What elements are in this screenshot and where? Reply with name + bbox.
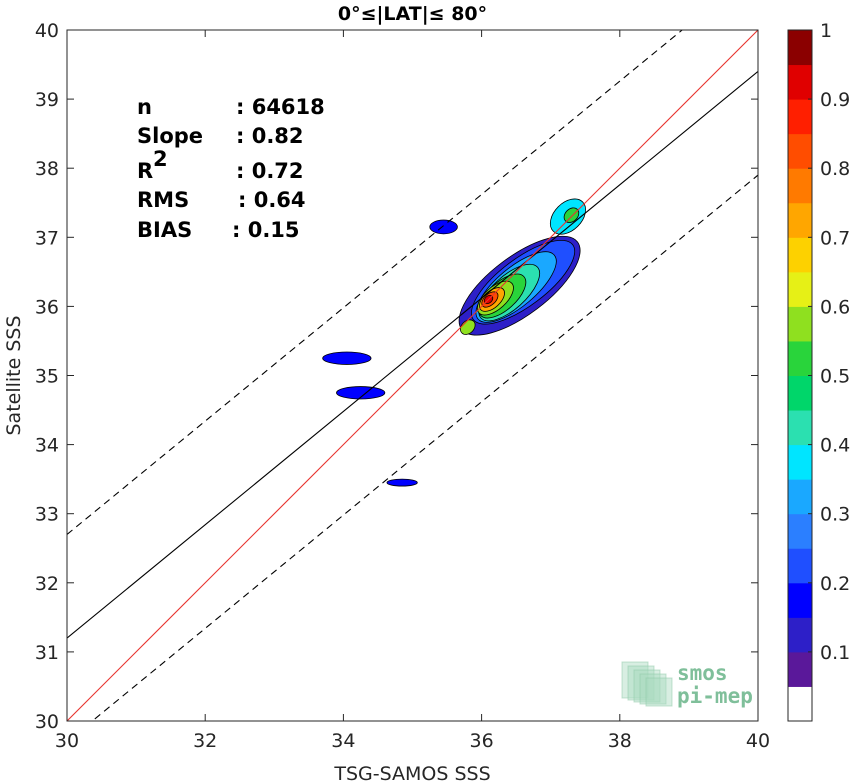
y-tick-label-5: 35 [35,366,59,388]
y-tick-label-3: 33 [35,504,59,526]
colorbar-segment-18 [788,64,812,100]
y-tick-label-2: 32 [35,573,59,595]
colorbar-segment-2 [788,617,812,653]
logo-mark-layer-3 [639,673,667,705]
colorbar-segment-12 [788,271,812,307]
identity-line [67,30,758,721]
colorbar-tick-label-4: 0.5 [820,366,850,388]
density-contour-10 [563,207,580,223]
colorbar-segment-17 [788,99,812,135]
colorbar-segment-9 [788,375,812,411]
colorbar-segment-15 [788,168,812,204]
y-tick-label-1: 31 [35,642,59,664]
y-tick-label-8: 38 [35,158,59,180]
x-tick-label-4: 38 [608,730,632,752]
colorbar-tick-label-9: 1 [820,20,832,42]
x-tick-label-5: 40 [746,730,770,752]
colorbar-segment-0 [788,686,812,722]
stats-box: n : 64618 Slope : 0.82 R 2 : 0.72 RMS : 0.64 BIAS… [137,95,325,242]
density-contour-13 [322,351,372,365]
y-tick-label-6: 36 [35,296,59,318]
stat-value-0: : 64618 [236,95,325,119]
upper-bound-line [67,30,684,535]
colorbar-segment-19 [788,30,812,66]
stat-label-2: R [137,159,153,183]
logo-mark-layer-4 [645,677,673,707]
y-tick-label-7: 37 [35,227,59,249]
reference-lines [67,30,758,721]
y-tick-label-10: 40 [35,20,59,42]
stat-label-1: Slope [137,124,203,148]
logo-mark-layer-0 [621,661,649,699]
colorbar-segment-13 [788,237,812,273]
colorbar-segment-1 [788,651,812,687]
stat-value-3: : 0.64 [238,188,306,212]
stat-value-1: : 0.82 [236,124,304,148]
stat-value-2: : 0.72 [236,159,304,183]
colorbar-segment-14 [788,202,812,238]
regression-line [67,71,758,639]
chart-title: 0°≤|LAT|≤ 80° [338,3,487,25]
density-contour-12 [429,219,458,235]
density-contour-15 [386,478,418,487]
x-axis-label: TSG-SAMOS SSS [333,763,490,784]
colorbar-segment-10 [788,340,812,376]
y-tick-label-4: 34 [35,435,59,457]
density-contour-14 [336,386,386,400]
x-tick-label-0: 30 [55,730,79,752]
colorbar-segment-6 [788,479,812,515]
stat-label-3: RMS [137,188,189,212]
lower-bound-line [91,174,758,721]
colorbar-segment-7 [788,444,812,480]
colorbar-segment-8 [788,410,812,446]
logo-text-line2: pi-mep [677,684,753,708]
colorbar-segment-11 [788,306,812,342]
colorbar-segment-3 [788,582,812,618]
colorbar-tick-label-1: 0.2 [820,573,850,595]
colorbar-tick-label-6: 0.7 [820,227,850,249]
y-axis-label: Satellite SSS [3,315,25,435]
stat-superscript-2: 2 [153,147,168,171]
colorbar-tick-label-7: 0.8 [820,158,850,180]
stat-label-4: BIAS [137,218,192,242]
colorbar-tick-label-5: 0.6 [820,296,850,318]
colorbar-tick-label-2: 0.3 [820,504,850,526]
colorbar: 0.1 0.2 0.3 0.4 0.5 0.6 0.7 0.8 0.9 1 [787,20,850,722]
y-tick-label-0: 30 [35,711,59,733]
stat-label-0: n [137,95,152,119]
stat-value-4: : 0.15 [232,218,300,242]
logo-text-line1: smos [677,661,728,685]
x-tick-label-1: 32 [193,730,217,752]
colorbar-segment-4 [788,548,812,584]
logo-mark-layer-2 [633,669,661,703]
x-tick-label-3: 36 [470,730,494,752]
colorbar-segment-5 [788,513,812,549]
colorbar-tick-label-3: 0.4 [820,435,850,457]
colorbar-segment-16 [788,133,812,169]
logo-mark-layer-1 [627,665,655,701]
colorbar-tick-label-8: 0.9 [820,89,850,111]
x-tick-label-2: 34 [331,730,355,752]
colorbar-tick-label-0: 0.1 [820,642,850,664]
y-tick-label-9: 39 [35,89,59,111]
